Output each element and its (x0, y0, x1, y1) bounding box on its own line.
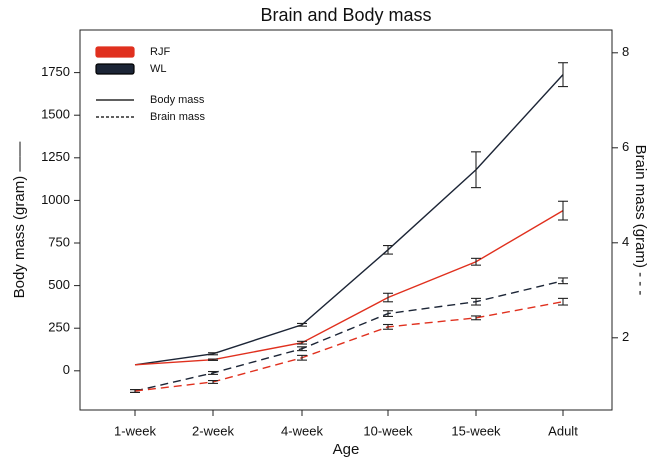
x-tick-label: Adult (548, 423, 578, 438)
legend-label: Brain mass (150, 111, 206, 123)
error-bar (383, 292, 393, 303)
x-tick-label: 2-week (192, 423, 234, 438)
y-axis-title: Body mass (gram) —— (11, 142, 28, 299)
error-bar (471, 257, 481, 266)
error-bar (208, 352, 218, 356)
y-tick-label: 1000 (41, 192, 70, 207)
series-line (134, 74, 564, 366)
error-bar (471, 151, 481, 189)
error-bar (297, 354, 307, 361)
y-tick-label: 1250 (41, 149, 70, 164)
x-tick-label: 15-week (451, 423, 501, 438)
error-bar (471, 297, 481, 306)
y2-tick-label: 4 (622, 234, 629, 249)
y-tick-label: 1500 (41, 107, 70, 122)
x-tick-label: 4-week (281, 423, 323, 438)
error-bar (297, 322, 307, 327)
y-tick-label: 250 (48, 320, 70, 335)
legend: RJF WL Body mass Brain mass (95, 46, 206, 123)
y2-tick-label: 6 (622, 139, 629, 154)
error-bar (383, 323, 393, 330)
error-bar (297, 346, 307, 352)
y2-axis-title: Brain mass (gram) - - - (632, 145, 649, 296)
y2-tick-label: 8 (622, 44, 629, 59)
legend-swatch (95, 63, 135, 75)
x-axis-title: Age (333, 441, 360, 458)
error-bar (558, 277, 568, 285)
legend-swatch (95, 46, 135, 58)
y-tick-label: 500 (48, 277, 70, 292)
y2-tick-label: 2 (622, 329, 629, 344)
chart-title: Brain and Body mass (260, 5, 431, 25)
x-tick-label: 1-week (114, 423, 156, 438)
error-bar (208, 370, 218, 375)
error-bar (130, 389, 140, 393)
legend-label: Body mass (150, 94, 205, 106)
error-bar (208, 379, 218, 384)
error-bar (297, 340, 307, 345)
error-bar (208, 358, 218, 361)
series-line (134, 301, 564, 392)
error-bar (471, 315, 481, 321)
error-bar (558, 200, 568, 221)
error-bar (383, 310, 393, 317)
y-tick-label: 1750 (41, 64, 70, 79)
series-line (134, 280, 564, 392)
error-bar (558, 297, 568, 306)
series-line (134, 210, 564, 366)
y-tick-label: 750 (48, 234, 70, 249)
x-tick-label: 10-week (363, 423, 413, 438)
plot-frame (79, 29, 613, 411)
legend-label: RJF (150, 46, 170, 58)
error-bar (383, 245, 393, 255)
y-tick-label: 0 (63, 362, 70, 377)
legend-label: WL (150, 63, 167, 75)
error-bar (558, 62, 568, 88)
